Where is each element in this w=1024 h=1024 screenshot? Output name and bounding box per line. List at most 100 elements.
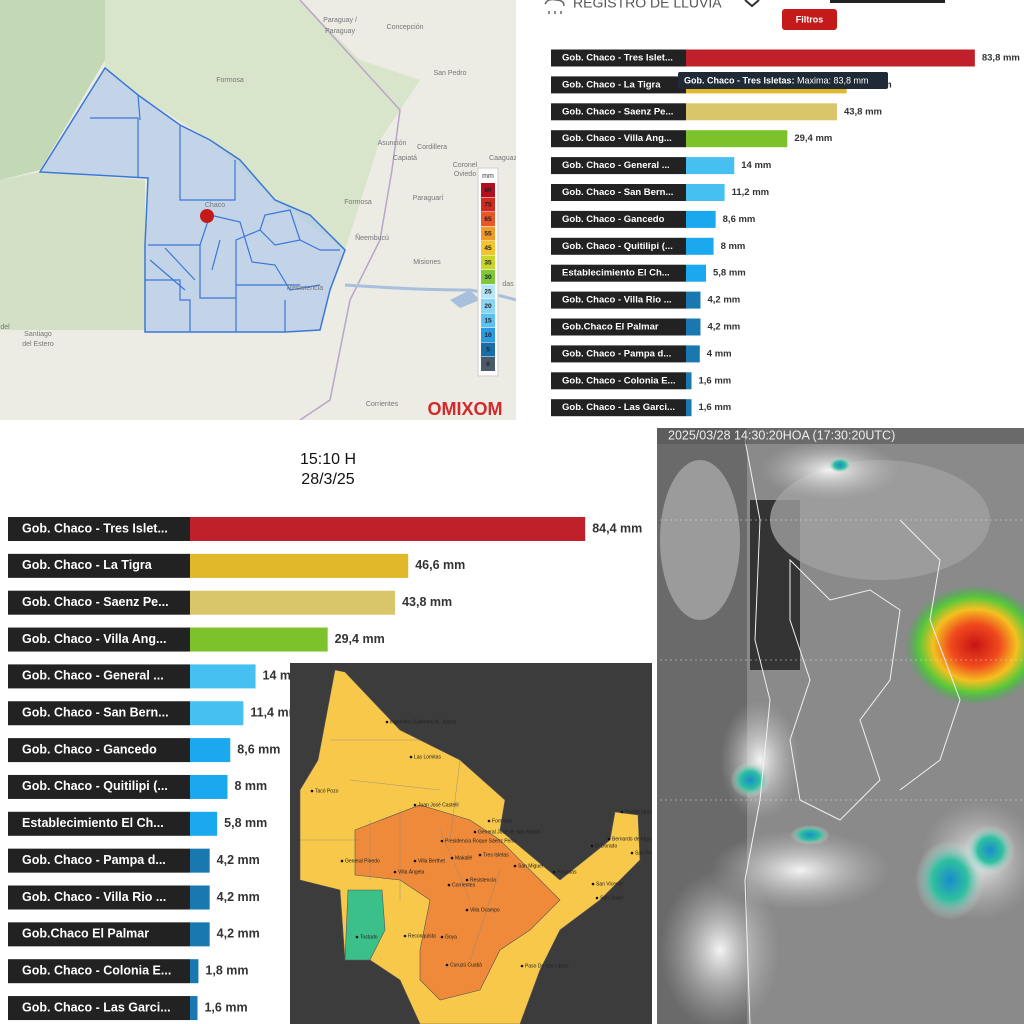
bar-chart: Gob. Chaco - Tres Islet... 84,4 mm Gob. Ch… xyxy=(8,517,642,1021)
place-label: Ñeembucú xyxy=(355,233,389,242)
place-label: Ingeniero Guillermo N. Juarez xyxy=(390,719,457,725)
bar xyxy=(190,922,210,947)
value-label: 1,6 mm xyxy=(699,375,732,386)
forest-area xyxy=(0,0,105,180)
legend-swatch xyxy=(481,299,495,313)
city-dot xyxy=(393,870,397,874)
legend-swatch xyxy=(481,226,495,241)
category-label: Gob.Chaco El Palmar xyxy=(562,322,659,333)
legend-swatch xyxy=(481,212,495,226)
legend-swatch xyxy=(481,241,495,255)
category-box xyxy=(551,130,686,148)
place-label: Juan José Castelli xyxy=(418,802,459,808)
place-label: Villa Ángela xyxy=(398,868,425,875)
city-dot xyxy=(413,803,417,807)
place-label: Santiago xyxy=(24,331,52,338)
place-label: Paraguarí xyxy=(413,195,444,202)
city-dot xyxy=(310,789,314,793)
value-label: 1,6 mm xyxy=(699,402,732,413)
value-label: 4,2 mm xyxy=(217,853,260,867)
place-label: del Estero xyxy=(22,341,54,348)
place-label: del xyxy=(0,324,10,331)
category-box xyxy=(551,291,686,309)
bar xyxy=(190,848,210,873)
category-box xyxy=(551,237,686,255)
top-bar xyxy=(830,0,945,3)
borders xyxy=(660,439,1024,1024)
place-label: Coronel xyxy=(453,162,478,169)
category-box xyxy=(8,517,190,541)
rain-map: mm OMIXOM Paraguay / Paraguay Concepción Sa… xyxy=(0,0,516,420)
legend-swatch xyxy=(481,284,495,299)
bar xyxy=(190,885,210,910)
category-box xyxy=(551,318,686,336)
dropdown-icon[interactable] xyxy=(744,0,760,8)
category-label: Gob. Chaco - General ... xyxy=(562,160,670,171)
filter-button-label[interactable]: Filtros xyxy=(796,14,824,24)
category-box xyxy=(8,701,190,726)
legend-label: 30 xyxy=(484,274,492,281)
category-box xyxy=(8,811,190,836)
place-label: Formosa xyxy=(344,199,372,206)
city-dot xyxy=(595,896,599,900)
value-label: 4,2 mm xyxy=(217,927,260,941)
orange-alert xyxy=(354,804,561,1001)
value-label: 5,8 mm xyxy=(224,816,267,830)
place-label: Capiatá xyxy=(393,155,417,162)
city-dot xyxy=(413,859,417,863)
category-box xyxy=(551,157,686,175)
place-label: Tacó Pozo xyxy=(315,788,339,794)
legend-label: 15 xyxy=(484,318,492,325)
city-dot xyxy=(620,810,624,814)
legend-swatch xyxy=(481,197,495,212)
filter-button[interactable] xyxy=(782,9,837,30)
value-label: 4,2 mm xyxy=(707,295,740,306)
lake xyxy=(450,290,480,308)
bar xyxy=(686,237,714,255)
value-label: 46,6 mm xyxy=(415,558,465,572)
category-box xyxy=(8,590,190,615)
place-label: Paraguay / xyxy=(323,17,357,24)
satellite-timestamp: 2025/03/28 14:30:20HOA (17:30:20UTC) xyxy=(668,428,895,442)
place-label: Concepción xyxy=(387,24,424,31)
city-dot xyxy=(445,963,449,967)
category-label: Gob.Chaco El Palmar xyxy=(22,927,149,941)
place-label: Oviedo xyxy=(454,171,476,178)
place-label: Misiones xyxy=(413,259,441,266)
category-box xyxy=(551,372,686,390)
place-label: San Pedro xyxy=(433,70,466,77)
category-label: Gob. Chaco - Tres Islet... xyxy=(562,53,673,64)
value-label: 8 mm xyxy=(721,241,746,252)
border xyxy=(299,0,401,420)
place-label: Puerto Iguazú xyxy=(625,809,656,815)
place-label: Makallé xyxy=(455,855,472,861)
place-label: Reconquista xyxy=(408,933,436,939)
category-label: Gob. Chaco - Saenz Pe... xyxy=(562,106,673,117)
bar xyxy=(686,345,700,363)
legend-swatch xyxy=(481,357,495,371)
city-dot xyxy=(403,934,407,938)
city-dot xyxy=(465,878,469,882)
legend-label: 10 xyxy=(484,332,492,339)
bar-chart: Gob. Chaco - Tres Islet... 83,8 mm Gob. Ch… xyxy=(551,49,1020,417)
category-label: Gob. Chaco - Quitilipi (... xyxy=(22,779,168,793)
value-label: 4,2 mm xyxy=(707,322,740,333)
place-label: El Dorado xyxy=(595,843,617,849)
place-label: Asunción xyxy=(378,140,407,147)
category-box xyxy=(551,49,686,67)
legend-label: 65 xyxy=(484,216,492,223)
category-label: Gob. Chaco - Quitilipi (... xyxy=(562,241,673,252)
satellite-image: 2025/03/28 14:30:20HOA (17:30:20UTC) xyxy=(657,428,1024,1024)
value-label: 29,4 mm xyxy=(335,632,385,646)
place-label: General Pinedo xyxy=(345,858,380,864)
bar xyxy=(686,399,692,417)
place-label: Goya xyxy=(445,934,457,940)
place-label: Corrientes xyxy=(452,882,476,888)
category-box xyxy=(551,264,686,282)
cloud-icon xyxy=(544,0,565,14)
bar xyxy=(686,291,701,309)
departments xyxy=(90,94,340,332)
category-box xyxy=(551,76,686,94)
category-label: Gob. Chaco - Las Garci... xyxy=(22,1000,171,1014)
place-label: Posadas xyxy=(557,869,577,875)
